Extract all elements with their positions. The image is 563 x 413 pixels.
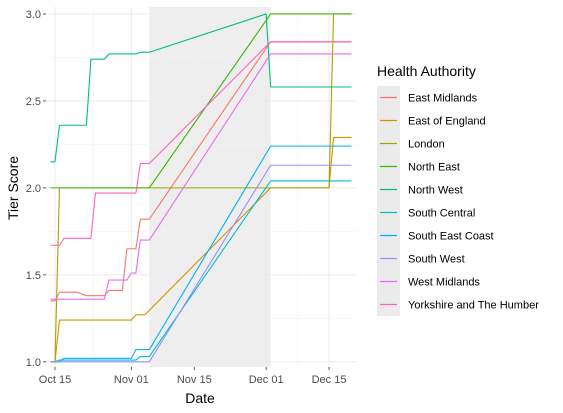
- legend-label: South West: [408, 254, 465, 266]
- legend-label: East of England: [408, 116, 486, 128]
- x-tick-label: Nov 15: [177, 374, 212, 386]
- y-tick-label: 1.0: [26, 357, 41, 369]
- legend-label: North East: [408, 162, 460, 174]
- series-line-yorkshire-and-the-humber: [50, 41, 352, 246]
- legend: East Midlands East of England London North …: [377, 86, 539, 316]
- series-line-north-west: [50, 13, 352, 163]
- legend-label: South East Coast: [408, 231, 494, 243]
- axes: 1.0 1.5 2.0 2.5 3.0 Oct 15 Nov 01 Nov 15 Dec 01 D…: [26, 9, 347, 386]
- x-tick-label: Nov 01: [114, 374, 149, 386]
- legend-title: Health Authority: [377, 63, 476, 79]
- series-lines: [50, 13, 352, 363]
- y-tick-label: 2.5: [26, 96, 41, 108]
- y-axis-title: Tier Score: [5, 156, 21, 220]
- x-axis-title: Date: [185, 390, 215, 406]
- series-line-south-east-coast: [50, 145, 352, 363]
- legend-label: East Midlands: [408, 93, 478, 105]
- legend-label: West Midlands: [408, 277, 480, 289]
- series-line-south-west: [50, 164, 352, 363]
- y-tick-label: 3.0: [26, 9, 41, 21]
- series-line-east-of-england: [50, 136, 352, 363]
- shaded-period: [149, 7, 271, 367]
- legend-label: London: [408, 139, 445, 151]
- series-line-east-midlands: [50, 41, 352, 302]
- x-tick-label: Dec 01: [249, 374, 284, 386]
- legend-label: North West: [408, 185, 463, 197]
- legend-label: Yorkshire and The Humber: [408, 300, 539, 312]
- series-line-west-midlands: [50, 53, 352, 300]
- x-tick-label: Dec 15: [312, 374, 347, 386]
- legend-label: South Central: [408, 208, 475, 220]
- y-tick-label: 2.0: [26, 183, 41, 195]
- series-line-north-east: [50, 13, 352, 189]
- y-tick-label: 1.5: [26, 270, 41, 282]
- shaded-lockdown-rect: [149, 7, 271, 367]
- x-tick-label: Oct 15: [39, 374, 71, 386]
